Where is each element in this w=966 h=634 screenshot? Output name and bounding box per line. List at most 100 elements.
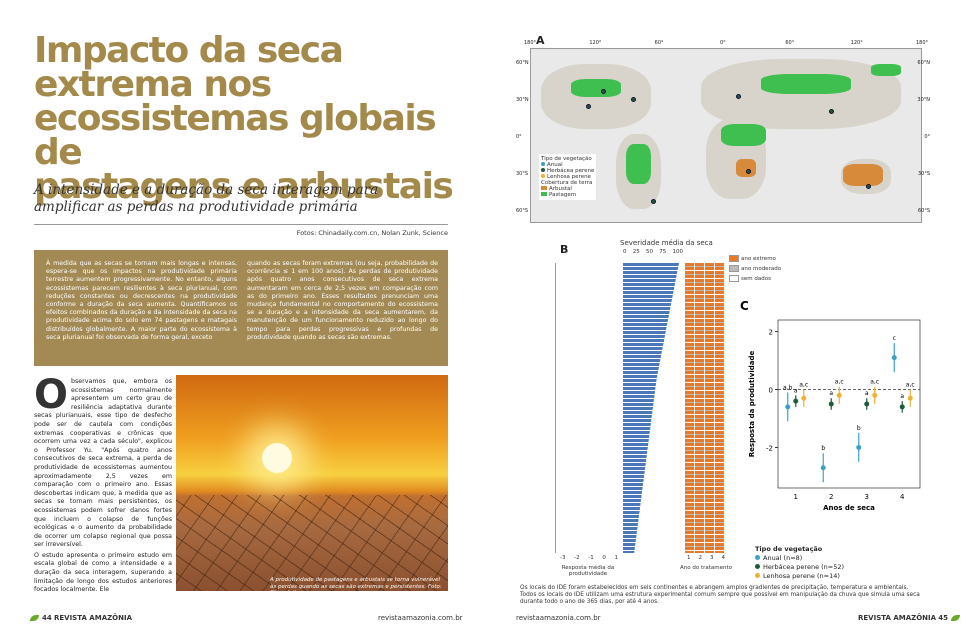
tick-label: 1 [614, 555, 618, 561]
tick-label: 4 [721, 555, 726, 561]
legend-label: Pastagem [549, 192, 577, 198]
tick-label: -2 [574, 555, 580, 561]
legend-entry: Pastagem [541, 192, 594, 198]
y-axis-title: Resposta da produtividade [748, 351, 756, 458]
photo-credits: Fotos: Chinadaily.com.cn, Nolan Zunk, Sc… [296, 229, 448, 237]
legend-entry: Herbácea perene (n=52) [755, 563, 925, 572]
photo-caption: A produtividade de pastagens e arbustais… [270, 577, 442, 596]
footer-right: REVISTA AMAZÔNIA 45 [858, 614, 963, 622]
panel-label: B [560, 243, 569, 256]
title-line: extrema nos [34, 64, 272, 105]
year-heatmap [685, 263, 725, 553]
page-number: 45 [938, 614, 949, 622]
paragraph: O estudo apresenta o primeiro estudo em … [34, 551, 172, 593]
tick-label: 25 [632, 249, 640, 255]
title-line: ecossistemas globais de [34, 98, 437, 173]
tick-label: 3 [710, 555, 714, 561]
tick-label: 0 [602, 555, 606, 561]
legend-label: Anual (n=8) [763, 554, 803, 562]
legend-label: Herbácea perene (n=52) [763, 563, 845, 571]
figure-c: C -2 0 2 Resposta da produtividade Anos de se… [740, 299, 921, 512]
significance-letter: a [900, 393, 904, 400]
latitude-label: 30°S [516, 171, 529, 177]
x-tick-label: 3 [865, 493, 869, 501]
legend-swatch [755, 573, 760, 578]
data-point [872, 392, 878, 398]
x-tick-label: 2 [829, 493, 833, 501]
legend-title: Tipo de vegetação [755, 545, 823, 553]
latitude-label: 60°S [917, 208, 930, 214]
tick-label: 75 [659, 249, 667, 255]
legend-swatch [541, 174, 545, 178]
significance-letter: b [857, 425, 861, 432]
axis-title: Resposta média da produtividade [561, 565, 615, 577]
legend-label: Arbustal [549, 186, 572, 192]
plot-frame [777, 319, 921, 489]
significance-letter: c [893, 335, 896, 342]
dot-column [555, 263, 619, 553]
subtitle: A intensidade e a duração da seca intera… [34, 182, 454, 216]
legend-swatch [729, 275, 739, 282]
tick-label: 50 [646, 249, 653, 255]
tick-label: 1 [687, 555, 691, 561]
latitude-label: 30°N [516, 97, 529, 103]
site: revistaamazonia.com.br [378, 614, 463, 622]
legend-entry: Herbácea perene [541, 168, 594, 174]
longitude-label: 120° [850, 40, 863, 46]
legend-swatch [541, 192, 547, 196]
map-legend: Tipo de vegetação Anual Herbácea perene Le… [539, 154, 597, 200]
tick-label: 2 [698, 555, 703, 561]
latitude-label: 60°S [516, 208, 529, 214]
data-point [899, 404, 905, 410]
x-tick-label: 1 [794, 493, 798, 501]
legend-title: Tipo de vegetação [541, 156, 592, 162]
panel-label: A [536, 34, 545, 47]
legend-entry: Lenhosa perene [541, 174, 594, 180]
longitude-label: 0° [720, 40, 726, 46]
significance-letter: a,c [906, 382, 915, 389]
site: revistaamazonia.com.br [516, 614, 601, 622]
tick-label: -3 [560, 555, 566, 561]
divider [34, 224, 448, 225]
data-point [856, 444, 862, 450]
legend-swatch [755, 555, 760, 560]
longitude-label: 60° [654, 40, 664, 46]
subtitle-line: amplificar as perdas na produtividade pr… [34, 199, 358, 215]
x-tick-label: 4 [900, 493, 905, 501]
x-axis-title: Anos de seca [823, 504, 875, 512]
legend-entry: sem dados [729, 275, 789, 282]
data-point [828, 401, 834, 407]
legend-swatch [755, 564, 760, 569]
axis-title: Severidade média da seca [620, 239, 713, 247]
tick-label: 100 [672, 249, 684, 255]
page-number: 44 [42, 614, 52, 622]
subtitle-line: A intensidade e a duração da seca intera… [34, 182, 379, 198]
tick-label: 0 [623, 249, 627, 255]
legend-label: sem dados [741, 276, 771, 282]
significance-letter: b [821, 445, 825, 452]
legend-label: Lenhosa perene (n=14) [763, 572, 840, 580]
abstract-text: À medida que as secas se tornam mais lon… [46, 260, 237, 341]
y-tick-label: -2 [766, 444, 773, 452]
data-point [793, 398, 799, 404]
data-point [864, 401, 870, 407]
longitude-label: 180° [916, 40, 929, 46]
data-point [891, 355, 897, 361]
legend-swatch [729, 265, 739, 272]
legend-label: ano extremo [741, 256, 776, 262]
legend-entry: ano moderado [729, 265, 789, 272]
y-tick-label: 2 [769, 329, 773, 337]
legend-swatch [729, 255, 739, 262]
figure-b: B Severidade média da seca 0 25 50 75 100 an… [515, 239, 781, 580]
data-point [836, 392, 842, 398]
longitude-label: 120° [589, 40, 602, 46]
latitude-label: 60°N [516, 60, 529, 66]
legend-label: Lenhosa perene [547, 174, 591, 180]
abstract-text: quando as secas foram extremas (ou seja,… [247, 260, 438, 341]
legend-entry: Anual (n=8) [755, 554, 925, 563]
longitude-label: 60° [785, 40, 795, 46]
title-line: pastagens e arbustais [34, 166, 454, 207]
